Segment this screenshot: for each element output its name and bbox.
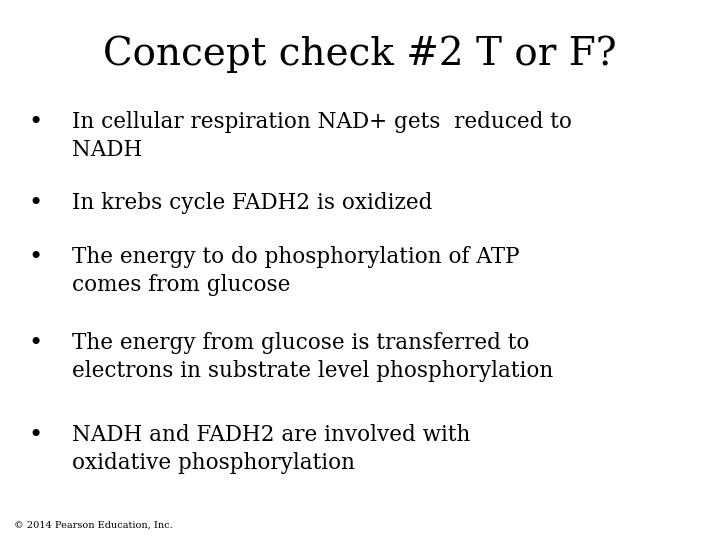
Text: NADH and FADH2 are involved with
oxidative phosphorylation: NADH and FADH2 are involved with oxidati…	[72, 424, 470, 474]
Text: Concept check #2 T or F?: Concept check #2 T or F?	[103, 35, 617, 72]
Text: The energy from glucose is transferred to
electrons in substrate level phosphory: The energy from glucose is transferred t…	[72, 332, 553, 382]
Text: The energy to do phosphorylation of ATP
comes from glucose: The energy to do phosphorylation of ATP …	[72, 246, 520, 295]
Text: In krebs cycle FADH2 is oxidized: In krebs cycle FADH2 is oxidized	[72, 192, 433, 214]
Text: •: •	[29, 192, 43, 215]
Text: © 2014 Pearson Education, Inc.: © 2014 Pearson Education, Inc.	[14, 520, 173, 529]
Text: •: •	[29, 111, 43, 134]
Text: •: •	[29, 246, 43, 269]
Text: •: •	[29, 332, 43, 355]
Text: •: •	[29, 424, 43, 447]
Text: In cellular respiration NAD+ gets  reduced to
NADH: In cellular respiration NAD+ gets reduce…	[72, 111, 572, 160]
